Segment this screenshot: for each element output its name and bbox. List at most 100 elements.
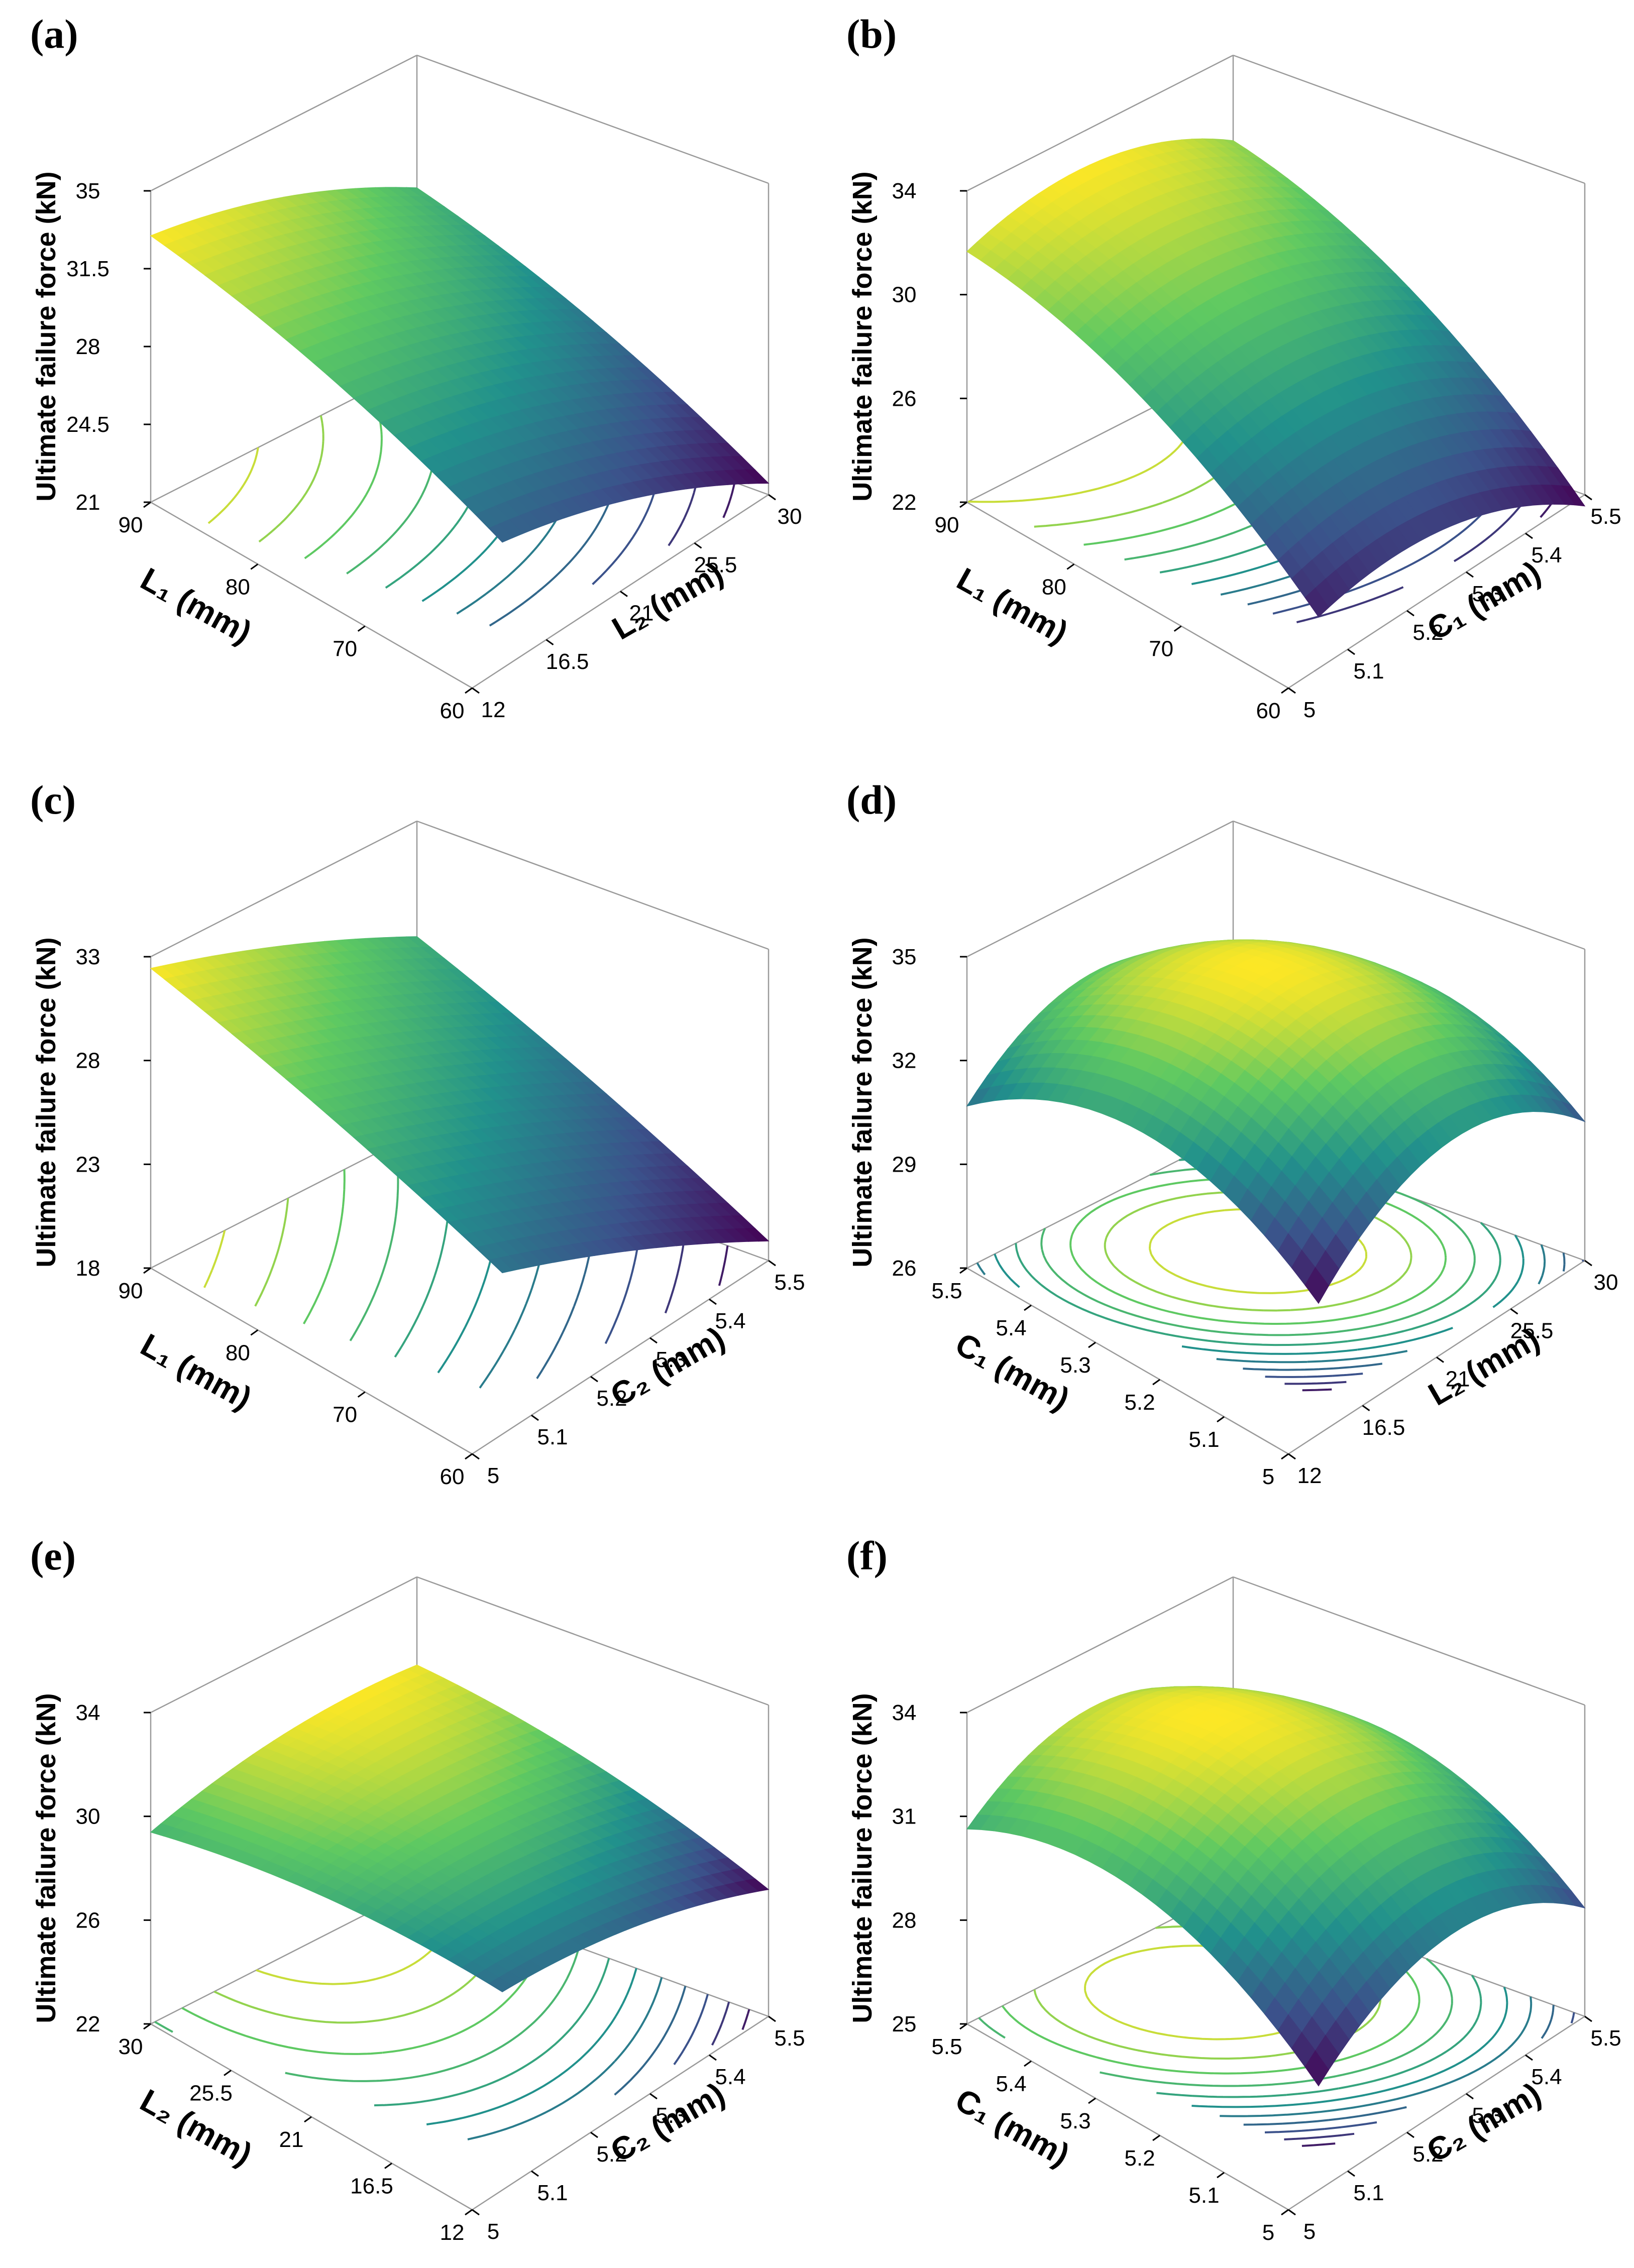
z-tick-label: 34 (892, 1700, 917, 1725)
box-edge (966, 501, 1289, 689)
y-tick-label: 5.4 (1531, 2065, 1562, 2089)
y-tick-label: 16.5 (546, 649, 589, 674)
x-tick-label: 5.5 (931, 1279, 962, 1303)
y-tick-label: 5.1 (537, 1425, 568, 1449)
x-tick-label: 30 (119, 2034, 143, 2059)
x-tick-label: 90 (935, 513, 959, 537)
x-tick-label: 5.1 (1188, 2183, 1219, 2208)
y-tick-label: 5.5 (1590, 2026, 1621, 2051)
box-edge (150, 501, 473, 689)
contour-line (258, 415, 324, 543)
y-tick-label: 5.4 (715, 1309, 745, 1333)
z-tick-label: 30 (892, 283, 917, 307)
z-tick-label: 35 (892, 945, 917, 969)
box-edge (416, 820, 769, 950)
contour-line (254, 1198, 289, 1307)
panel-label: (c) (30, 777, 76, 823)
y-tick-mark (1584, 494, 1592, 501)
y-tick-label: 5.1 (1353, 2181, 1384, 2205)
x-tick-mark (1066, 563, 1075, 570)
z-tick-label: 18 (76, 1256, 100, 1281)
y-tick-mark (546, 639, 554, 645)
box-edge (472, 1260, 769, 1455)
box-edge (1288, 494, 1585, 689)
x-tick-mark (1173, 625, 1182, 632)
x-tick-mark (250, 563, 259, 570)
x-tick-label: 5.5 (931, 2034, 962, 2059)
y-tick-mark (1288, 687, 1296, 694)
z-axis-label: Ultimate failure force (kN) (847, 1693, 878, 2023)
box-edge (966, 54, 1234, 192)
z-tick-label: 29 (892, 1152, 917, 1177)
box-edge (150, 1267, 473, 1455)
panel-label: (e) (30, 1533, 76, 1578)
y-tick-label: 5 (1303, 2219, 1316, 2244)
y-tick-mark (1525, 532, 1533, 539)
y-tick-label: 5.3 (1472, 582, 1502, 606)
y-tick-mark (1406, 610, 1414, 617)
y-tick-mark (694, 542, 702, 549)
panel-c: (c) 18 23 28 33 Ultimate failure force (kN) 60… (30, 777, 805, 1489)
z-tick-label: 28 (892, 1908, 917, 1933)
y-tick-mark (768, 494, 776, 501)
z-tick-label: 22 (892, 490, 917, 515)
box-edge (1233, 54, 1585, 184)
contour-line (718, 1245, 729, 1286)
box-edge (150, 1131, 417, 1269)
z-tick-label: 34 (892, 179, 917, 203)
x-tick-label: 16.5 (350, 2174, 393, 2199)
x-tick-label: 25.5 (189, 2081, 233, 2106)
y-tick-label: 5 (487, 2219, 499, 2244)
response-surface (150, 187, 770, 543)
panel-label: (d) (846, 777, 897, 823)
x-tick-label: 5 (1262, 1464, 1274, 1489)
z-tick-label: 25 (892, 2012, 917, 2036)
x-tick-label: 70 (333, 1403, 357, 1427)
x-tick-label: 5 (1262, 2220, 1274, 2245)
x-tick-label: 60 (440, 699, 465, 723)
y-tick-label: 21 (629, 601, 654, 626)
panel-label: (a) (30, 11, 78, 57)
z-axis-label: Ultimate failure force (kN) (31, 937, 61, 1267)
x-tick-label: 5.4 (996, 1316, 1026, 1340)
y-tick-mark (472, 687, 480, 694)
x-tick-label: 80 (226, 1340, 250, 1365)
panel-label: (b) (846, 11, 897, 57)
x-tick-label: 5.3 (1060, 2109, 1091, 2133)
z-tick-label: 23 (76, 1152, 100, 1177)
box-edge (150, 820, 417, 958)
z-tick-label: 34 (76, 1700, 100, 1725)
x-tick-label: 21 (279, 2127, 304, 2152)
contour-line (207, 447, 259, 524)
y-tick-label: 5.2 (1412, 620, 1443, 645)
x-tick-label: 5.3 (1060, 1353, 1091, 1378)
box-edge (416, 54, 769, 184)
surface-patch (488, 523, 513, 543)
y-tick-mark (1466, 571, 1474, 578)
x-tick-mark (1281, 687, 1289, 694)
panels: (a) 21 24.5 28 31.5 35 Ultimate failure force … (30, 11, 1621, 2245)
z-tick-label: 30 (76, 1804, 100, 1829)
y-tick-mark (1347, 648, 1355, 655)
y-tick-label: 30 (778, 504, 802, 529)
z-tick-label: 28 (76, 1049, 100, 1073)
z-axis-label: Ultimate failure force (kN) (847, 937, 878, 1267)
y-tick-label: 16.5 (1362, 1415, 1405, 1440)
x-tick-label: 5.2 (1124, 2146, 1155, 2171)
y-tick-label: 12 (481, 698, 506, 722)
y-tick-label: 5.5 (774, 2026, 805, 2051)
y-tick-label: 5 (1303, 698, 1316, 722)
z-tick-label: 24.5 (66, 412, 110, 437)
box-edge (150, 54, 417, 192)
x-tick-label: 60 (1256, 699, 1281, 723)
contour-line (203, 1230, 226, 1288)
y-tick-mark (620, 591, 628, 597)
x-tick-label: 90 (119, 1279, 143, 1303)
x-tick-label: 5.2 (1124, 1390, 1155, 1415)
x-tick-label: 70 (333, 637, 357, 661)
x-tick-label: 12 (440, 2220, 465, 2245)
x-tick-label: 5.4 (996, 2072, 1026, 2096)
x-tick-label: 5.1 (1188, 1427, 1219, 1452)
z-tick-label: 28 (76, 334, 100, 359)
